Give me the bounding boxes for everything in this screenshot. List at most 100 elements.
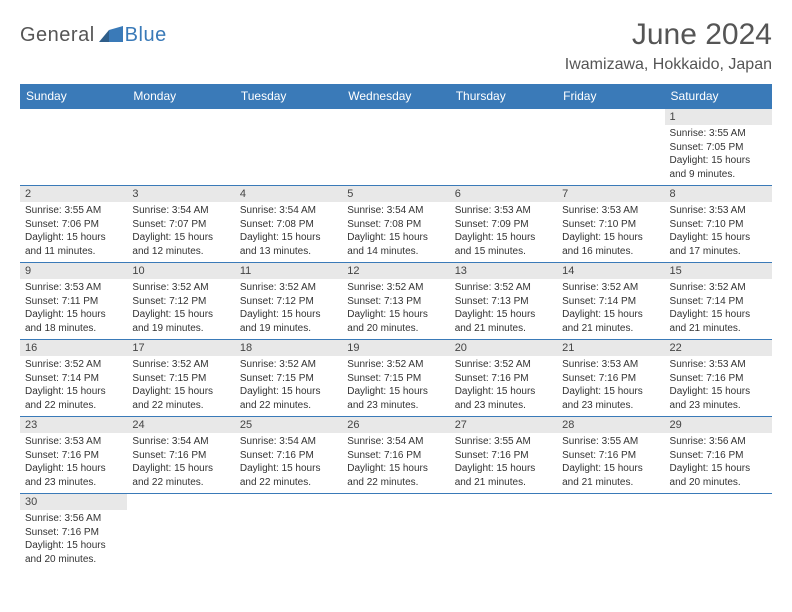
day-detail-line: Daylight: 15 hours	[670, 308, 767, 322]
weekday-header: Monday	[127, 84, 234, 109]
day-detail-line: and 14 minutes.	[347, 245, 444, 259]
day-detail-line: Sunrise: 3:54 AM	[347, 204, 444, 218]
calendar-day-cell: 2Sunrise: 3:55 AMSunset: 7:06 PMDaylight…	[20, 186, 127, 263]
day-detail-line: Sunset: 7:16 PM	[25, 449, 122, 463]
calendar-table: Sunday Monday Tuesday Wednesday Thursday…	[20, 84, 772, 570]
day-number: 6	[450, 186, 557, 202]
header: General Blue June 2024 Iwamizawa, Hokkai…	[20, 18, 772, 74]
day-detail-line: Daylight: 15 hours	[25, 231, 122, 245]
day-detail-line: and 22 minutes.	[25, 399, 122, 413]
day-detail-line: and 22 minutes.	[132, 476, 229, 490]
calendar-week-row: 9Sunrise: 3:53 AMSunset: 7:11 PMDaylight…	[20, 263, 772, 340]
day-detail-line: Sunrise: 3:52 AM	[132, 358, 229, 372]
logo-text-blue: Blue	[125, 24, 167, 47]
day-number: 5	[342, 186, 449, 202]
calendar-day-cell: 10Sunrise: 3:52 AMSunset: 7:12 PMDayligh…	[127, 263, 234, 340]
day-detail-line: Daylight: 15 hours	[455, 231, 552, 245]
weekday-header: Tuesday	[235, 84, 342, 109]
day-detail-line: Daylight: 15 hours	[455, 462, 552, 476]
day-detail-line: Daylight: 15 hours	[670, 154, 767, 168]
day-number: 20	[450, 340, 557, 356]
day-detail-line: Sunset: 7:10 PM	[562, 218, 659, 232]
calendar-day-cell: 11Sunrise: 3:52 AMSunset: 7:12 PMDayligh…	[235, 263, 342, 340]
calendar-day-cell: 17Sunrise: 3:52 AMSunset: 7:15 PMDayligh…	[127, 340, 234, 417]
day-detail-line: Sunrise: 3:56 AM	[670, 435, 767, 449]
day-detail-line: Sunset: 7:06 PM	[25, 218, 122, 232]
day-detail-line: and 22 minutes.	[132, 399, 229, 413]
day-details: Sunrise: 3:53 AMSunset: 7:10 PMDaylight:…	[557, 202, 664, 262]
day-detail-line: and 17 minutes.	[670, 245, 767, 259]
day-detail-line: Sunrise: 3:53 AM	[562, 358, 659, 372]
calendar-day-cell: 15Sunrise: 3:52 AMSunset: 7:14 PMDayligh…	[665, 263, 772, 340]
day-details: Sunrise: 3:54 AMSunset: 7:16 PMDaylight:…	[127, 433, 234, 493]
day-detail-line: and 23 minutes.	[347, 399, 444, 413]
calendar-day-cell: 25Sunrise: 3:54 AMSunset: 7:16 PMDayligh…	[235, 417, 342, 494]
calendar-day-cell	[235, 494, 342, 571]
day-number: 12	[342, 263, 449, 279]
logo: General Blue	[20, 24, 167, 47]
day-detail-line: Sunset: 7:08 PM	[347, 218, 444, 232]
day-number: 10	[127, 263, 234, 279]
day-number: 21	[557, 340, 664, 356]
day-detail-line: Sunrise: 3:52 AM	[25, 358, 122, 372]
day-number: 28	[557, 417, 664, 433]
day-details: Sunrise: 3:54 AMSunset: 7:16 PMDaylight:…	[342, 433, 449, 493]
day-detail-line: Daylight: 15 hours	[240, 462, 337, 476]
day-number: 22	[665, 340, 772, 356]
calendar-week-row: 1Sunrise: 3:55 AMSunset: 7:05 PMDaylight…	[20, 109, 772, 186]
day-detail-line: Daylight: 15 hours	[25, 308, 122, 322]
day-detail-line: Sunrise: 3:55 AM	[670, 127, 767, 141]
day-detail-line: Daylight: 15 hours	[455, 308, 552, 322]
calendar-day-cell: 12Sunrise: 3:52 AMSunset: 7:13 PMDayligh…	[342, 263, 449, 340]
calendar-day-cell: 29Sunrise: 3:56 AMSunset: 7:16 PMDayligh…	[665, 417, 772, 494]
day-detail-line: Sunrise: 3:54 AM	[132, 204, 229, 218]
day-detail-line: and 23 minutes.	[455, 399, 552, 413]
day-detail-line: Sunrise: 3:53 AM	[670, 358, 767, 372]
calendar-week-row: 23Sunrise: 3:53 AMSunset: 7:16 PMDayligh…	[20, 417, 772, 494]
day-detail-line: Daylight: 15 hours	[132, 308, 229, 322]
day-detail-line: Sunrise: 3:54 AM	[240, 435, 337, 449]
day-details: Sunrise: 3:53 AMSunset: 7:16 PMDaylight:…	[557, 356, 664, 416]
calendar-day-cell: 6Sunrise: 3:53 AMSunset: 7:09 PMDaylight…	[450, 186, 557, 263]
day-detail-line: and 22 minutes.	[240, 476, 337, 490]
calendar-day-cell: 19Sunrise: 3:52 AMSunset: 7:15 PMDayligh…	[342, 340, 449, 417]
day-detail-line: Daylight: 15 hours	[562, 385, 659, 399]
day-detail-line: Sunset: 7:14 PM	[562, 295, 659, 309]
day-detail-line: Daylight: 15 hours	[562, 462, 659, 476]
day-detail-line: and 22 minutes.	[347, 476, 444, 490]
day-detail-line: and 11 minutes.	[25, 245, 122, 259]
day-details: Sunrise: 3:53 AMSunset: 7:10 PMDaylight:…	[665, 202, 772, 262]
calendar-day-cell	[557, 109, 664, 186]
day-detail-line: and 23 minutes.	[670, 399, 767, 413]
calendar-day-cell: 22Sunrise: 3:53 AMSunset: 7:16 PMDayligh…	[665, 340, 772, 417]
day-detail-line: and 16 minutes.	[562, 245, 659, 259]
day-detail-line: Sunset: 7:16 PM	[562, 372, 659, 386]
calendar-day-cell: 28Sunrise: 3:55 AMSunset: 7:16 PMDayligh…	[557, 417, 664, 494]
day-detail-line: Sunrise: 3:52 AM	[670, 281, 767, 295]
day-number: 18	[235, 340, 342, 356]
day-details: Sunrise: 3:53 AMSunset: 7:16 PMDaylight:…	[665, 356, 772, 416]
day-detail-line: Sunset: 7:08 PM	[240, 218, 337, 232]
day-number: 3	[127, 186, 234, 202]
day-number: 19	[342, 340, 449, 356]
day-detail-line: and 9 minutes.	[670, 168, 767, 182]
page-title: June 2024	[565, 18, 772, 52]
day-detail-line: Daylight: 15 hours	[132, 231, 229, 245]
day-detail-line: Daylight: 15 hours	[25, 539, 122, 553]
calendar-day-cell	[342, 109, 449, 186]
day-details: Sunrise: 3:52 AMSunset: 7:12 PMDaylight:…	[127, 279, 234, 339]
day-detail-line: Sunset: 7:16 PM	[670, 372, 767, 386]
day-number: 30	[20, 494, 127, 510]
day-detail-line: Sunset: 7:13 PM	[347, 295, 444, 309]
day-detail-line: Daylight: 15 hours	[347, 462, 444, 476]
day-detail-line: Sunset: 7:11 PM	[25, 295, 122, 309]
day-detail-line: Sunset: 7:09 PM	[455, 218, 552, 232]
day-details: Sunrise: 3:52 AMSunset: 7:13 PMDaylight:…	[450, 279, 557, 339]
day-detail-line: Sunrise: 3:55 AM	[562, 435, 659, 449]
day-detail-line: and 20 minutes.	[670, 476, 767, 490]
day-detail-line: Daylight: 15 hours	[670, 385, 767, 399]
day-details: Sunrise: 3:56 AMSunset: 7:16 PMDaylight:…	[665, 433, 772, 493]
day-detail-line: Sunset: 7:16 PM	[240, 449, 337, 463]
day-number: 4	[235, 186, 342, 202]
day-detail-line: Sunset: 7:16 PM	[670, 449, 767, 463]
